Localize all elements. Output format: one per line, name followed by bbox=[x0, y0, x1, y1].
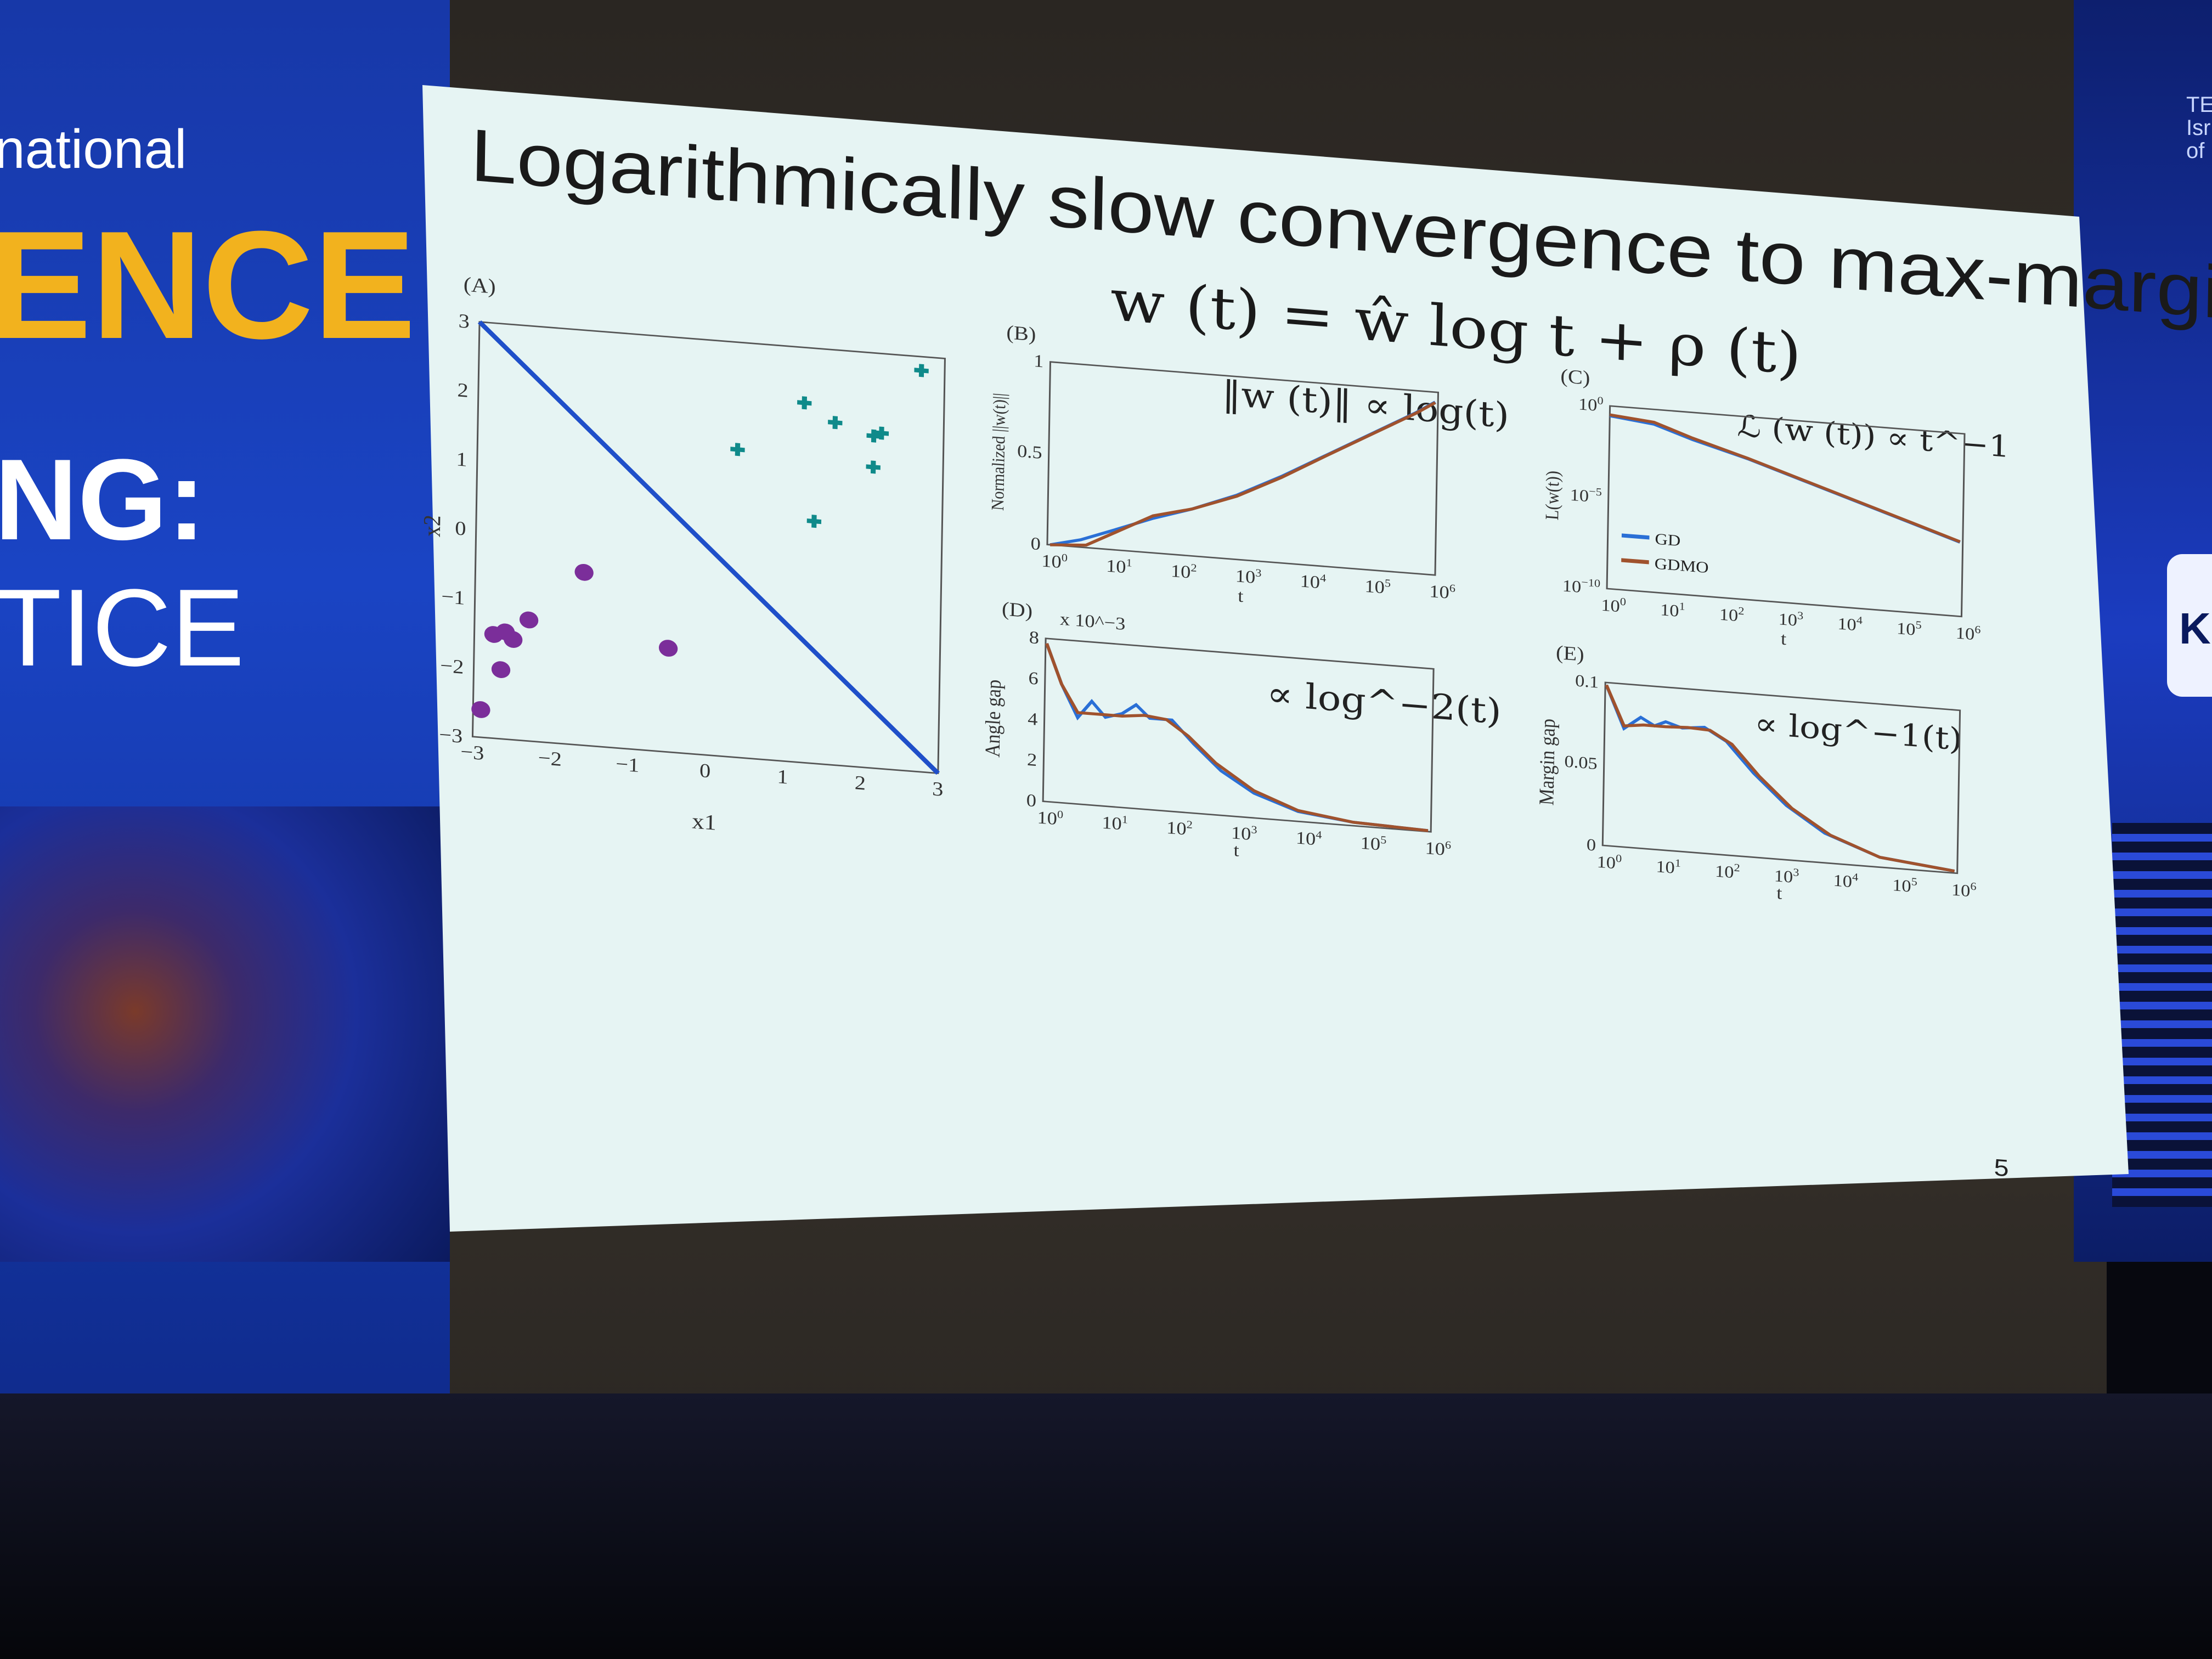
left-banner-artwork bbox=[0, 806, 450, 1262]
projection-screen-frame bbox=[417, 0, 2107, 1415]
logo-text-line: Isr bbox=[2186, 116, 2211, 140]
badge-text: K bbox=[2179, 604, 2211, 653]
right-banner-logo-text: TE Isr of bbox=[2186, 93, 2212, 162]
logo-text-line: of bbox=[2186, 139, 2205, 163]
banner-text-line-1: national bbox=[0, 119, 187, 180]
right-banner-artwork bbox=[2112, 823, 2212, 1207]
banner-text-line-2: ENCE bbox=[0, 200, 416, 371]
banner-text-line-3: NG: bbox=[0, 435, 206, 564]
stage-floor bbox=[0, 1393, 2212, 1659]
logo-text-line: TE bbox=[2186, 93, 2212, 117]
right-banner-badge: K bbox=[2167, 554, 2212, 697]
banner-text-line-4: TICE bbox=[0, 567, 245, 689]
